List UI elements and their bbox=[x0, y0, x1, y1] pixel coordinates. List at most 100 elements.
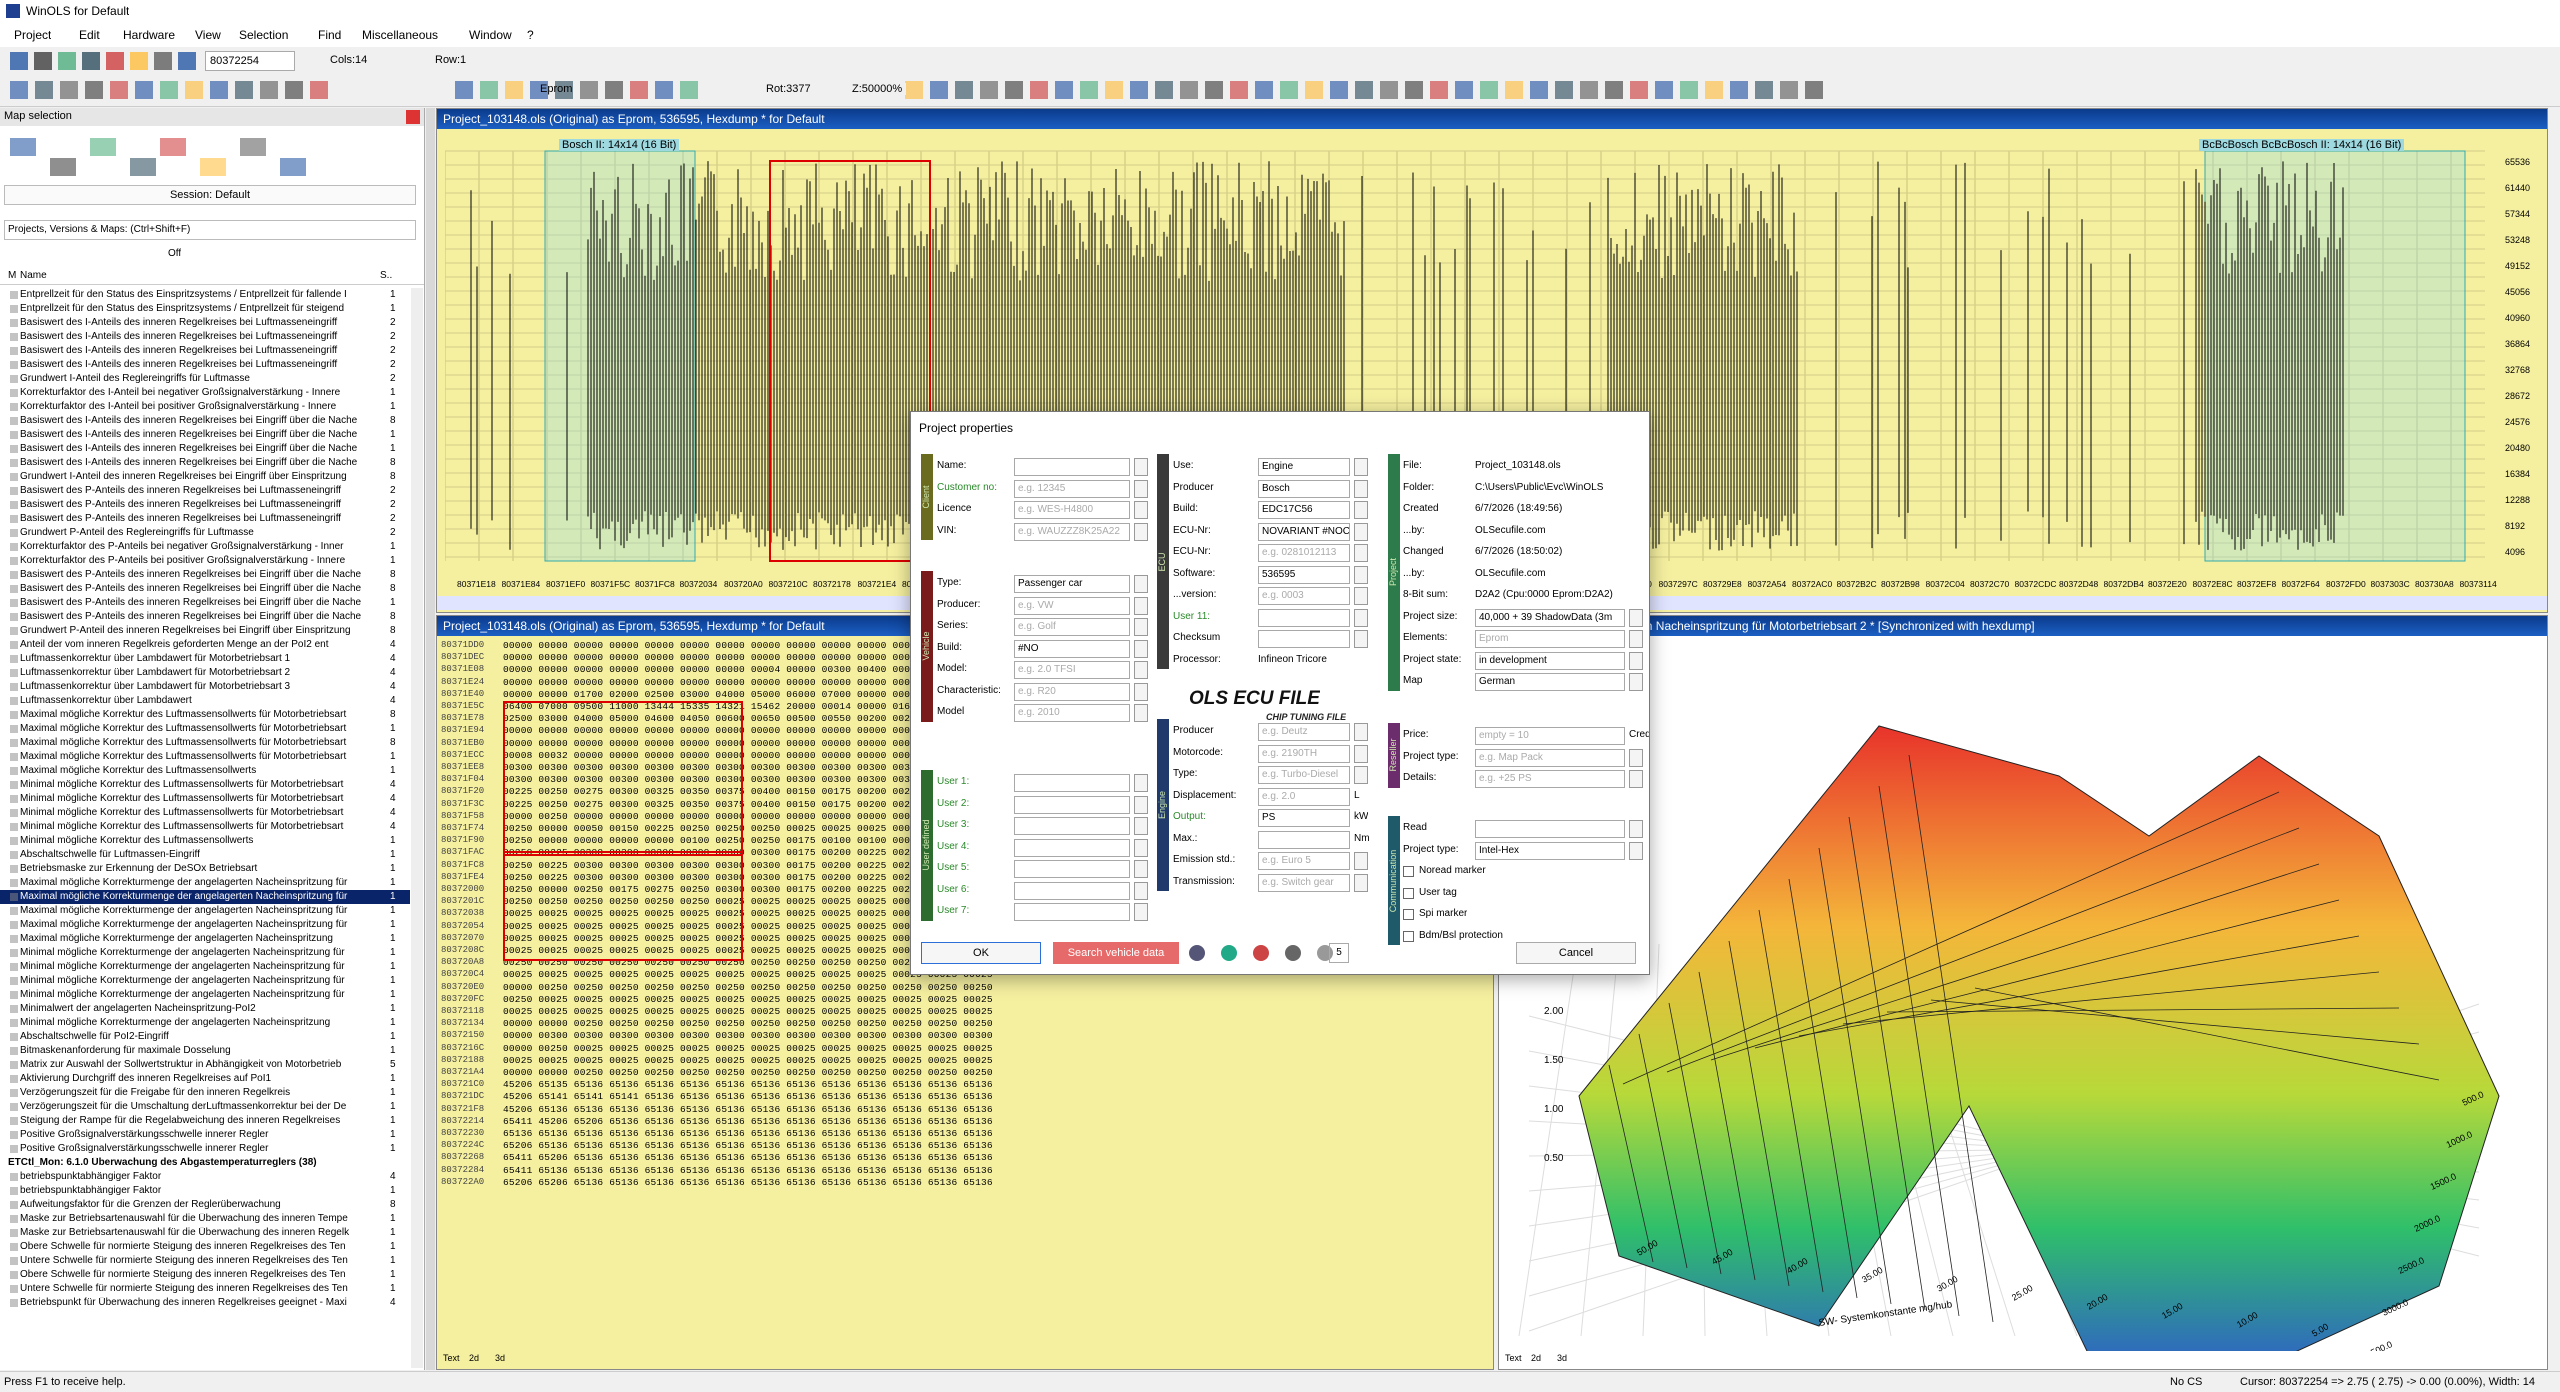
map-row[interactable]: Basiswert des I-Anteils des inneren Rege… bbox=[0, 316, 410, 330]
menu-item[interactable]: View bbox=[195, 28, 221, 42]
toolbar-button[interactable] bbox=[106, 52, 124, 70]
map-row[interactable]: Entprellzeit für den Status des Einsprit… bbox=[0, 302, 410, 316]
input-field[interactable]: e.g. 0003 bbox=[1258, 587, 1350, 605]
map-row[interactable]: Anteil der vom inneren Regelkreis geford… bbox=[0, 638, 410, 652]
close-button[interactable] bbox=[2512, 4, 2542, 18]
input-field[interactable]: #NO bbox=[1014, 639, 1130, 658]
panel-icon[interactable] bbox=[10, 138, 36, 156]
map-row[interactable]: Obere Schwelle für normierte Steigung de… bbox=[0, 1240, 410, 1254]
dialog-icon[interactable] bbox=[1189, 945, 1205, 961]
field-button[interactable] bbox=[1134, 881, 1148, 900]
input-field[interactable]: e.g. VW bbox=[1014, 596, 1130, 615]
map-row[interactable]: Basiswert des P-Anteils des inneren Rege… bbox=[0, 484, 410, 498]
map-row[interactable]: Minimalwert der angelagerten Nacheinspri… bbox=[0, 1002, 410, 1016]
view-tab[interactable]: 3d bbox=[1557, 1353, 1568, 1363]
toolbar-button[interactable] bbox=[980, 81, 998, 99]
view-tab[interactable]: Text bbox=[1505, 1353, 1522, 1363]
map-row[interactable]: Untere Schwelle für normierte Steigung d… bbox=[0, 1254, 410, 1268]
map-row[interactable]: Betriebspunkt für Überwachung des innere… bbox=[0, 1296, 410, 1310]
input-field[interactable] bbox=[1014, 795, 1130, 814]
toolbar-button[interactable] bbox=[1130, 81, 1148, 99]
map-row[interactable]: Aktivierung Durchgriff des inneren Regel… bbox=[0, 1072, 410, 1086]
field-button[interactable] bbox=[1134, 458, 1148, 476]
map-row[interactable]: Minimal mögliche Korrektur des Luftmasse… bbox=[0, 820, 410, 834]
checkbox[interactable] bbox=[1403, 909, 1414, 920]
map-row[interactable]: Basiswert des P-Anteils des inneren Rege… bbox=[0, 582, 410, 596]
map-row[interactable]: Bitmaskenanforderung für maximale Dossel… bbox=[0, 1044, 410, 1058]
toolbar-button[interactable] bbox=[1005, 81, 1023, 99]
map-row[interactable]: Minimal mögliche Korrekturmenge der ange… bbox=[0, 1016, 410, 1030]
map-row[interactable]: Entprellzeit für den Status des Einsprit… bbox=[0, 288, 410, 302]
input-field[interactable] bbox=[1014, 881, 1130, 900]
toolbar-button[interactable] bbox=[1680, 81, 1698, 99]
map-row[interactable]: Grundwert I-Anteil des inneren Regelkrei… bbox=[0, 470, 410, 484]
map-row[interactable]: Abschaltschwelle für PoI2-Eingriff 1 bbox=[0, 1030, 410, 1044]
toolbar-button[interactable] bbox=[85, 81, 103, 99]
field-button[interactable] bbox=[1629, 608, 1643, 627]
toolbar-button[interactable] bbox=[680, 81, 698, 99]
toolbar-button[interactable] bbox=[555, 81, 573, 99]
input-field[interactable]: Engine bbox=[1258, 458, 1350, 476]
map-row[interactable]: Aufweitungsfaktor für die Grenzen der Re… bbox=[0, 1198, 410, 1212]
field-button[interactable] bbox=[1134, 522, 1148, 541]
toolbar-button[interactable] bbox=[1230, 81, 1248, 99]
map-row[interactable]: Verzögerungszeit für die Freigabe für de… bbox=[0, 1086, 410, 1100]
minimize-button[interactable] bbox=[2420, 4, 2450, 18]
toolbar-button[interactable] bbox=[35, 81, 53, 99]
map-row[interactable]: Grundwert I-Anteil des Reglereingriffs f… bbox=[0, 372, 410, 386]
map-row[interactable]: Untere Schwelle für normierte Steigung d… bbox=[0, 1282, 410, 1296]
toolbar-button[interactable] bbox=[1530, 81, 1548, 99]
toolbar-button[interactable] bbox=[154, 52, 172, 70]
map-row[interactable]: Basiswert des I-Anteils des inneren Rege… bbox=[0, 344, 410, 358]
field-button[interactable] bbox=[1354, 501, 1368, 519]
panel-icon[interactable] bbox=[280, 158, 306, 176]
input-field[interactable]: e.g. 2.0 bbox=[1258, 787, 1350, 806]
field-button[interactable] bbox=[1629, 748, 1643, 767]
input-field[interactable] bbox=[1475, 820, 1625, 838]
toolbar-button[interactable] bbox=[185, 81, 203, 99]
toolbar-button[interactable] bbox=[1430, 81, 1448, 99]
map-row[interactable]: Basiswert des P-Anteils des inneren Rege… bbox=[0, 596, 410, 610]
input-field[interactable] bbox=[1014, 903, 1130, 921]
field-button[interactable] bbox=[1134, 575, 1148, 593]
toolbar-button[interactable] bbox=[1630, 81, 1648, 99]
toolbar-button[interactable] bbox=[82, 52, 100, 70]
field-button[interactable] bbox=[1134, 704, 1148, 722]
input-field[interactable]: empty = 10 bbox=[1475, 727, 1625, 745]
map-row[interactable]: Maximal mögliche Korrektur des Luftmasse… bbox=[0, 708, 410, 722]
toolbar-button[interactable] bbox=[1030, 81, 1048, 99]
map-row[interactable]: Maximal mögliche Korrekturmenge der ange… bbox=[0, 932, 410, 946]
field-button[interactable] bbox=[1354, 458, 1368, 476]
toolbar-button[interactable] bbox=[210, 81, 228, 99]
map-row[interactable]: Minimal mögliche Korrektur des Luftmasse… bbox=[0, 778, 410, 792]
toolbar-button[interactable] bbox=[905, 81, 923, 99]
field-button[interactable] bbox=[1134, 838, 1148, 857]
toolbar-button[interactable] bbox=[58, 52, 76, 70]
field-button[interactable] bbox=[1354, 744, 1368, 763]
map-row[interactable]: ETCtl_Mon: 6.1.0 Überwachung des Abgaste… bbox=[0, 1156, 410, 1170]
map-row[interactable]: Basiswert des I-Anteils des inneren Rege… bbox=[0, 330, 410, 344]
field-button[interactable] bbox=[1134, 795, 1148, 814]
menu-item[interactable]: Find bbox=[318, 28, 342, 42]
field-button[interactable] bbox=[1134, 817, 1148, 835]
toolbar-button[interactable] bbox=[178, 52, 196, 70]
input-field[interactable]: e.g. WAUZZZ8K25A22 bbox=[1014, 522, 1130, 541]
field-button[interactable] bbox=[1134, 479, 1148, 498]
panel-icon[interactable] bbox=[90, 138, 116, 156]
map-row[interactable]: betriebspunktabhängiger Faktor 4 bbox=[0, 1170, 410, 1184]
map-row[interactable]: Basiswert des I-Anteils des inneren Rege… bbox=[0, 442, 410, 456]
map-row[interactable]: Maximal mögliche Korrektur des Luftmasse… bbox=[0, 736, 410, 750]
map-row[interactable]: Minimal mögliche Korrekturmenge der ange… bbox=[0, 946, 410, 960]
map-row[interactable]: Basiswert des P-Anteils des inneren Rege… bbox=[0, 568, 410, 582]
toolbar-button[interactable] bbox=[1105, 81, 1123, 99]
toolbar-button[interactable] bbox=[1505, 81, 1523, 99]
toolbar-button[interactable] bbox=[1180, 81, 1198, 99]
input-field[interactable]: Intel-Hex bbox=[1475, 841, 1625, 860]
ok-button[interactable]: OK bbox=[921, 942, 1041, 964]
map-row[interactable]: Basiswert des P-Anteils des inneren Rege… bbox=[0, 498, 410, 512]
map-row[interactable]: Maximal mögliche Korrektur des Luftmasse… bbox=[0, 750, 410, 764]
toolbar-button[interactable] bbox=[1205, 81, 1223, 99]
input-field[interactable]: Eprom bbox=[1475, 630, 1625, 648]
map-row[interactable]: Matrix zur Auswahl der Sollwertstruktur … bbox=[0, 1058, 410, 1072]
map-row[interactable]: Grundwert P-Anteil des Reglereingriffs f… bbox=[0, 526, 410, 540]
